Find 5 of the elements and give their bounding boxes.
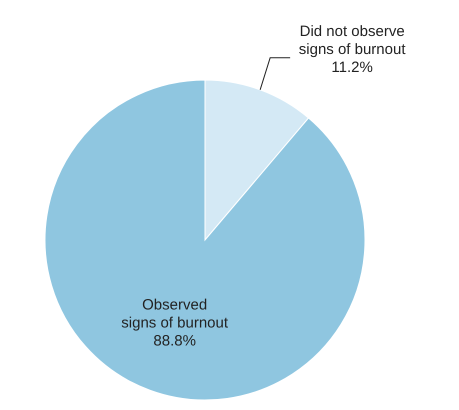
pie-slice xyxy=(44,80,366,400)
data-label: 88.8% xyxy=(153,332,196,350)
slice-label: Did not observe signs of burnout xyxy=(298,23,406,58)
slice-label: Observed signs of burnout xyxy=(121,296,229,332)
data-label: 11.2% xyxy=(331,59,373,76)
